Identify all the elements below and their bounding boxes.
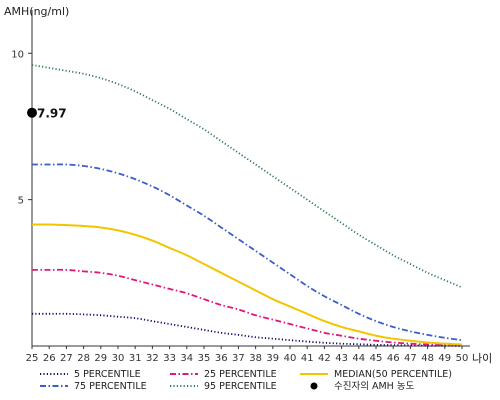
- x-tick-label: 27: [60, 353, 73, 364]
- series-line: [31, 223, 463, 346]
- x-tick-label: 31: [129, 353, 142, 364]
- y-tick-label: 5: [18, 196, 24, 207]
- x-tick-label: 34: [180, 353, 193, 364]
- x-tick-label: 32: [146, 353, 159, 364]
- x-axis-title: 나이: [472, 352, 492, 365]
- x-tick-label: 39: [266, 353, 279, 364]
- x-tick-label: 42: [318, 353, 331, 364]
- patient-amh-marker: [27, 107, 37, 118]
- series-lines: [31, 64, 463, 347]
- x-tick-label: 33: [163, 353, 176, 364]
- y-axis-title: AMH(ng/ml): [4, 5, 69, 18]
- series-line: [31, 268, 463, 347]
- x-tick-label: 45: [370, 353, 383, 364]
- series-line: [32, 312, 463, 347]
- x-tick-label: 38: [249, 353, 262, 364]
- x-tick-label: 37: [232, 353, 245, 364]
- legend-label: 수진자의 AMH 농도: [334, 381, 415, 392]
- y-tick-label: 10: [11, 49, 24, 60]
- x-tick-label: 29: [94, 353, 107, 364]
- legend-marker-dot: [310, 382, 318, 390]
- x-tick-label: 49: [438, 353, 451, 364]
- x-tick-label: 25: [26, 353, 39, 364]
- legend-label: 5 PERCENTILE: [74, 369, 141, 380]
- series-line: [31, 64, 463, 289]
- x-tick-label: 47: [404, 353, 417, 364]
- x-tick-label: 36: [215, 353, 228, 364]
- x-tick-label: 48: [421, 353, 434, 364]
- patient-marker-group: 7.97: [27, 107, 67, 121]
- x-tick-label: 40: [284, 353, 297, 364]
- legend-label: 95 PERCENTILE: [204, 381, 277, 392]
- x-tick-label: 28: [77, 353, 90, 364]
- axes: AMH(ng/ml) 5 10 25 26 27 28 29 30 31 32 33 34 35 36 37 3…: [4, 5, 492, 365]
- x-tick-label: 43: [335, 353, 348, 364]
- patient-amh-value-label: 7.97: [37, 107, 67, 121]
- legend-label: 25 PERCENTILE: [204, 369, 277, 380]
- x-tick-label: 35: [198, 353, 211, 364]
- x-tick-label: 41: [301, 353, 314, 364]
- series-line: [32, 163, 463, 342]
- x-tick-label: 46: [387, 353, 400, 364]
- x-tick-label: 50: [456, 353, 469, 364]
- legend: 5 PERCENTILE 25 PERCENTILE MEDIAN(50 PERCE…: [40, 369, 452, 392]
- legend-label: MEDIAN(50 PERCENTILE): [334, 369, 452, 380]
- legend-label: 75 PERCENTILE: [74, 381, 147, 392]
- x-tick-label: 30: [112, 353, 125, 364]
- x-tick-label: 26: [43, 353, 56, 364]
- x-tick-label: 44: [352, 353, 365, 364]
